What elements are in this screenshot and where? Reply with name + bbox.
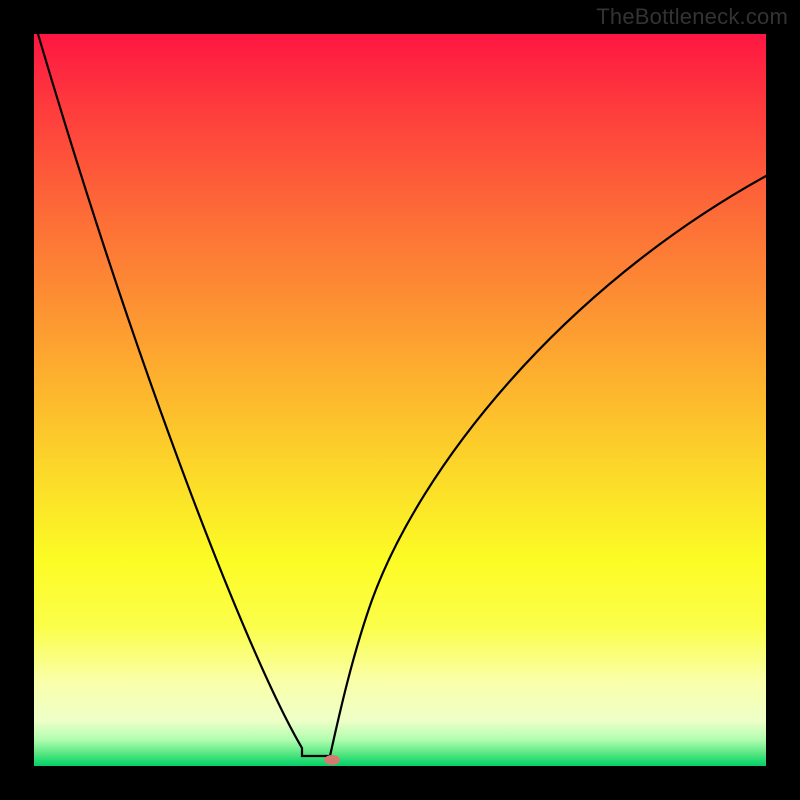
curve-minimum-marker (324, 755, 340, 765)
plot-background (34, 34, 766, 766)
chart-svg (0, 0, 800, 800)
chart-canvas: TheBottleneck.com (0, 0, 800, 800)
watermark-text: TheBottleneck.com (596, 4, 788, 30)
